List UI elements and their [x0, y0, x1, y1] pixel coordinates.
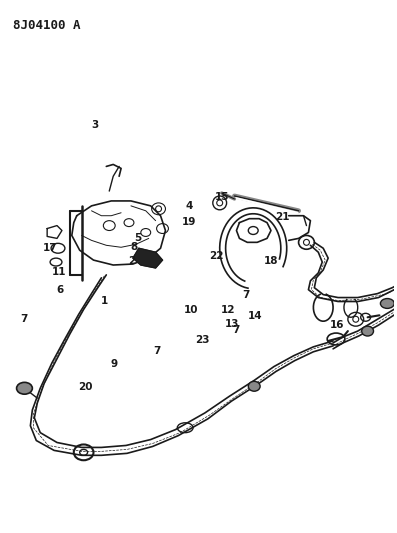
Ellipse shape	[380, 298, 394, 309]
Text: 1: 1	[101, 296, 108, 305]
Text: 9: 9	[111, 359, 118, 369]
Text: 8: 8	[130, 241, 137, 252]
Text: 21: 21	[276, 212, 290, 222]
Text: 18: 18	[264, 256, 278, 266]
Text: 19: 19	[181, 217, 196, 227]
Ellipse shape	[248, 382, 260, 391]
Text: 4: 4	[185, 201, 193, 211]
Polygon shape	[133, 248, 162, 268]
Text: 17: 17	[42, 243, 57, 253]
Text: 22: 22	[209, 251, 224, 261]
Text: 8J04100 A: 8J04100 A	[13, 19, 80, 31]
Text: 7: 7	[232, 325, 239, 335]
Text: 23: 23	[195, 335, 210, 345]
Text: 15: 15	[215, 192, 229, 202]
Text: 7: 7	[154, 345, 161, 356]
Text: 20: 20	[78, 382, 92, 392]
Text: 13: 13	[225, 319, 239, 329]
Text: 7: 7	[242, 290, 249, 301]
Text: 5: 5	[134, 232, 141, 243]
Ellipse shape	[362, 326, 374, 336]
Text: 7: 7	[21, 314, 28, 324]
Ellipse shape	[17, 382, 33, 394]
Text: 3: 3	[91, 119, 98, 130]
Text: 16: 16	[330, 320, 345, 330]
Text: 6: 6	[56, 285, 63, 295]
Text: 14: 14	[248, 311, 262, 321]
Text: 10: 10	[183, 305, 198, 315]
Text: 12: 12	[221, 305, 235, 315]
Text: 2: 2	[128, 256, 136, 266]
Text: 11: 11	[52, 266, 67, 277]
